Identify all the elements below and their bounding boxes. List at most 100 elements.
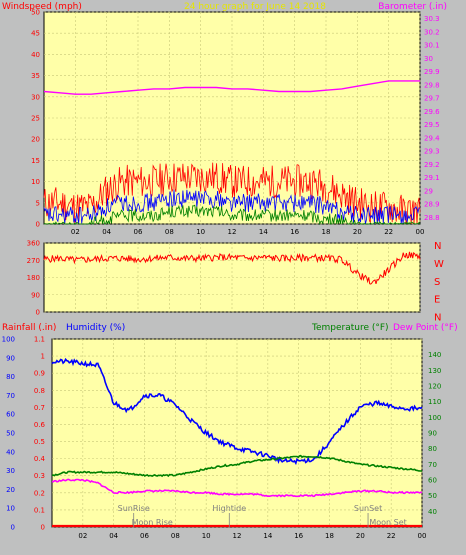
rain-y-tick: 0.3: [34, 472, 45, 480]
barometer-y-tick: 29.7: [424, 95, 440, 103]
humidity-y-tick: 30: [6, 467, 15, 475]
barometer-y-tick: 29.6: [424, 108, 440, 116]
compass-tick: N: [434, 313, 441, 324]
barometer-y-tick: 30.3: [424, 15, 440, 23]
wind-x-tick: 06: [134, 228, 143, 236]
barometer-y-tick: 29: [424, 187, 433, 195]
annotation-label: Hightide: [212, 504, 246, 513]
wind-y-tick: 25: [31, 115, 40, 123]
dewpoint-axis-label: Dew Point (°F): [393, 323, 458, 333]
humidity-y-tick: 10: [6, 505, 15, 513]
humidity-y-tick: 40: [6, 448, 15, 456]
wind-x-tick: 00: [416, 228, 425, 236]
wind-y-tick: 0: [36, 221, 40, 229]
direction-y-tick: 0: [36, 309, 40, 317]
direction-y-tick: 180: [27, 274, 40, 282]
wind-series-line: [43, 204, 421, 226]
climate-series-line: [51, 454, 423, 478]
wind-y-tick: 5: [36, 199, 40, 207]
barometer-axis-label: Barometer (.in): [378, 2, 447, 12]
rain-y-tick: 0.2: [34, 489, 45, 497]
temperature-y-tick: 90: [428, 430, 437, 438]
rain-y-tick: 0.5: [34, 438, 45, 446]
temperature-y-tick: 120: [428, 383, 441, 391]
wind-y-tick: 40: [31, 51, 40, 59]
wind-y-tick: 20: [31, 136, 40, 144]
annotation-label: SunRise: [118, 504, 150, 513]
climate-x-tick: 04: [109, 532, 118, 540]
temperature-axis-label: Temperature (°F): [311, 323, 389, 333]
compass-tick: W: [434, 259, 444, 270]
humidity-y-tick: 100: [2, 336, 15, 344]
wind-x-tick: 10: [196, 228, 205, 236]
compass-tick: S: [434, 277, 440, 288]
direction-y-tick: 270: [27, 257, 40, 265]
direction-y-tick: 360: [27, 240, 40, 248]
climate-x-tick: 20: [356, 532, 365, 540]
climate-series-line: [51, 357, 423, 466]
rain-y-tick: 0.8: [34, 387, 45, 395]
rain-y-tick: 0.7: [34, 404, 45, 412]
barometer-y-tick: 30.2: [424, 28, 440, 36]
rain-y-tick: 1.1: [34, 336, 45, 344]
wind-y-tick: 35: [31, 72, 40, 80]
temperature-y-tick: 100: [428, 414, 441, 422]
wind-x-tick: 22: [384, 228, 393, 236]
barometer-y-tick: 29.4: [424, 134, 440, 142]
humidity-y-tick: 20: [6, 486, 15, 494]
humidity-y-tick: 90: [6, 354, 15, 362]
climate-x-tick: 16: [294, 532, 303, 540]
climate-x-tick: 12: [233, 532, 242, 540]
barometer-y-tick: 29.5: [424, 121, 440, 129]
barometer-y-tick: 28.8: [424, 214, 440, 222]
compass-tick: N: [434, 241, 441, 252]
wind-y-tick: 30: [31, 93, 40, 101]
climate-x-tick: 14: [263, 532, 272, 540]
temperature-y-tick: 70: [428, 461, 437, 469]
climate-x-tick: 22: [387, 532, 396, 540]
chart-title: 24 hour graph for June 14 2018: [184, 2, 326, 12]
humidity-y-tick: 0: [11, 524, 15, 532]
humidity-y-tick: 60: [6, 411, 15, 419]
barometer-y-tick: 29.1: [424, 174, 440, 182]
direction-series-line: [43, 251, 421, 285]
barometer-y-tick: 29.8: [424, 81, 440, 89]
direction-y-tick: 90: [31, 291, 40, 299]
climate-x-tick: 06: [140, 532, 149, 540]
wind-y-tick: 10: [31, 178, 40, 186]
wind-y-tick: 45: [31, 30, 40, 38]
temperature-y-tick: 130: [428, 367, 441, 375]
humidity-y-tick: 50: [6, 430, 15, 438]
humidity-y-tick: 80: [6, 373, 15, 381]
wind-series-line: [43, 80, 420, 95]
wind-x-tick: 14: [259, 228, 268, 236]
rain-y-tick: 0.9: [34, 370, 45, 378]
temperature-y-tick: 140: [428, 351, 441, 359]
annotation-label: Moon Set: [369, 518, 406, 527]
wind-x-tick: 08: [165, 228, 174, 236]
wind-x-tick: 12: [228, 228, 237, 236]
climate-x-tick: 00: [418, 532, 427, 540]
rainfall-axis-label: Rainfall (.in): [2, 323, 56, 333]
annotation-label: Moon Rise: [132, 518, 173, 527]
barometer-y-tick: 30: [424, 55, 433, 63]
temperature-y-tick: 50: [428, 492, 437, 500]
barometer-y-tick: 29.2: [424, 161, 440, 169]
rain-y-tick: 0: [41, 524, 45, 532]
wind-x-tick: 02: [71, 228, 80, 236]
barometer-y-tick: 30.1: [424, 42, 440, 50]
climate-x-tick: 10: [202, 532, 211, 540]
compass-tick: E: [434, 295, 440, 306]
humidity-y-tick: 70: [6, 392, 15, 400]
climate-series-line: [51, 478, 423, 498]
wind-x-tick: 18: [322, 228, 331, 236]
climate-x-tick: 18: [325, 532, 334, 540]
wind-x-tick: 16: [290, 228, 299, 236]
temperature-y-tick: 40: [428, 508, 437, 516]
barometer-y-tick: 29.3: [424, 148, 440, 156]
temperature-y-tick: 110: [428, 398, 441, 406]
rain-y-tick: 1: [41, 353, 45, 361]
wind-x-tick: 04: [102, 228, 111, 236]
